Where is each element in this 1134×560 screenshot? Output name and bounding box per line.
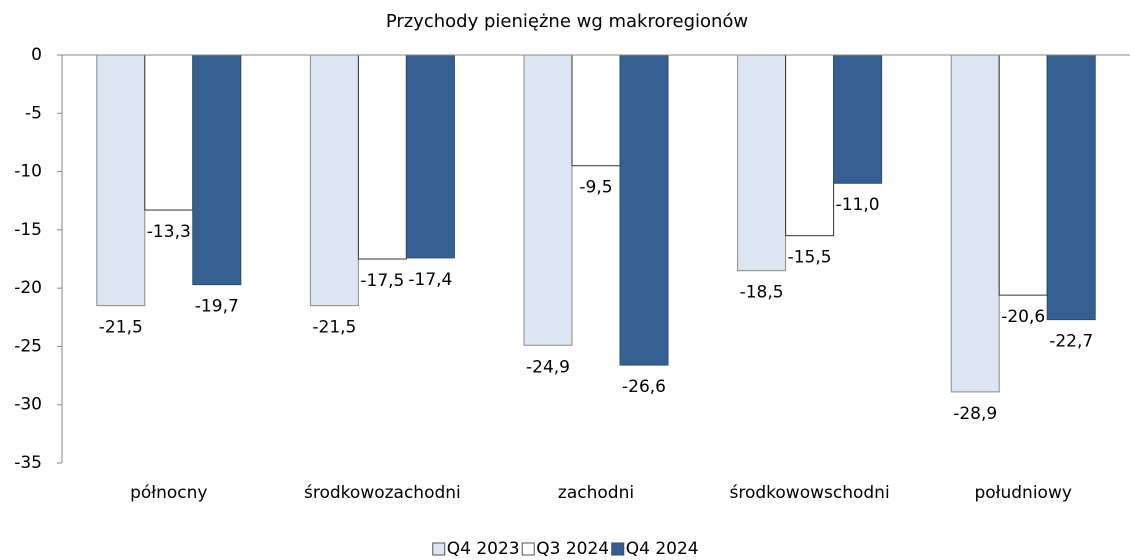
bar [192,54,242,286]
legend-swatch [521,542,535,556]
bar [571,54,621,167]
y-tick-label: -25 [14,336,42,356]
data-label: -22,7 [1049,332,1093,352]
data-label: -19,7 [195,297,239,317]
bar [523,54,573,346]
data-label: -21,5 [99,318,143,338]
legend-label: Q4 2023 [447,539,520,559]
bar [950,54,1000,393]
bar [309,54,359,307]
data-label: -20,6 [1001,307,1045,327]
data-label: -24,9 [526,357,570,377]
bar [357,54,407,260]
data-label: -11,0 [836,195,880,215]
y-tick-label: -35 [14,453,42,473]
bar [785,54,835,237]
bar [405,54,455,259]
data-label: -26,6 [622,377,666,397]
y-tick-label: -30 [14,395,42,415]
data-label: -13,3 [147,222,191,242]
y-tick-label: -5 [25,103,42,123]
data-label: -15,5 [788,248,832,268]
y-tick-label: -15 [14,220,42,240]
data-label: -18,5 [740,283,784,303]
x-tick-label: południowy [974,483,1071,503]
y-tick-label: -10 [14,162,42,182]
bar [619,54,669,366]
data-label: -9,5 [579,178,612,198]
legend-label: Q3 2024 [536,539,609,559]
data-label: -17,4 [408,270,452,290]
data-label: -28,9 [953,404,997,424]
bar [737,54,787,272]
x-tick-label: zachodni [558,483,634,503]
bar [1046,54,1096,321]
bar [833,54,883,184]
bar [144,54,194,211]
bar [96,54,146,307]
legend-swatch [611,542,625,556]
data-label: -21,5 [312,318,356,338]
chart-title: Przychody pieniężne wg makroregionów [386,11,748,32]
legend-swatch [432,542,446,556]
bar [998,54,1048,296]
x-tick-label: północny [130,483,207,503]
legend-label: Q4 2024 [626,539,699,559]
x-tick-label: środkowozachodni [304,483,461,503]
y-tick-label: -20 [14,278,42,298]
data-label: -17,5 [360,271,404,291]
x-tick-label: środkowowschodni [730,483,890,503]
y-tick-label: 0 [31,45,42,65]
